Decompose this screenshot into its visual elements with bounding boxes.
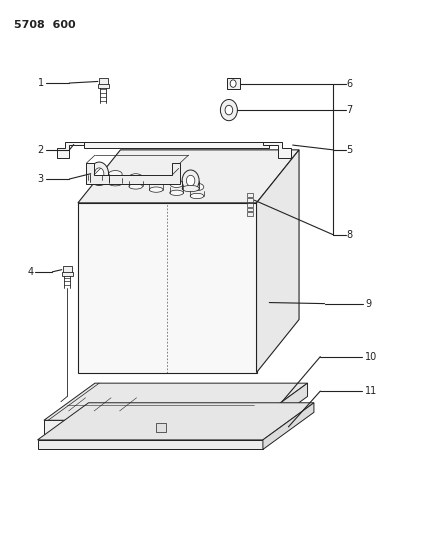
Text: 2: 2: [38, 145, 44, 155]
Circle shape: [186, 175, 195, 186]
Text: 1: 1: [38, 78, 44, 88]
Ellipse shape: [149, 177, 163, 184]
Ellipse shape: [88, 177, 102, 183]
Polygon shape: [56, 142, 84, 158]
Text: 4: 4: [27, 267, 33, 277]
Ellipse shape: [109, 181, 122, 186]
Polygon shape: [38, 440, 263, 449]
Circle shape: [90, 162, 109, 185]
Ellipse shape: [129, 184, 143, 189]
Text: 7: 7: [347, 105, 353, 115]
Polygon shape: [263, 403, 314, 449]
Text: 6: 6: [347, 78, 353, 88]
Bar: [227, 78, 240, 89]
Ellipse shape: [149, 187, 163, 192]
Ellipse shape: [88, 167, 102, 175]
Polygon shape: [263, 142, 291, 158]
Polygon shape: [78, 203, 256, 373]
Text: 3: 3: [38, 174, 44, 184]
Ellipse shape: [190, 183, 204, 191]
Circle shape: [230, 80, 236, 87]
Ellipse shape: [90, 178, 109, 185]
Polygon shape: [256, 383, 308, 433]
Circle shape: [225, 106, 233, 115]
Polygon shape: [78, 150, 299, 203]
Polygon shape: [256, 150, 299, 373]
Ellipse shape: [129, 174, 143, 181]
Bar: [247, 193, 253, 197]
Polygon shape: [38, 403, 314, 440]
Bar: [247, 203, 253, 207]
Bar: [98, 84, 109, 88]
Bar: [156, 423, 166, 432]
Bar: [247, 208, 253, 212]
Ellipse shape: [190, 193, 204, 199]
Text: 10: 10: [365, 352, 377, 361]
Ellipse shape: [170, 180, 183, 188]
Ellipse shape: [109, 171, 122, 178]
Text: 5: 5: [347, 145, 353, 155]
Bar: [247, 213, 253, 216]
Circle shape: [182, 170, 199, 191]
Circle shape: [95, 168, 104, 180]
Bar: [62, 272, 73, 276]
Text: 8: 8: [347, 230, 353, 240]
Text: 9: 9: [365, 298, 371, 309]
Polygon shape: [44, 420, 256, 433]
Circle shape: [220, 100, 238, 120]
Bar: [247, 198, 253, 202]
Bar: [99, 78, 108, 85]
Bar: [63, 266, 71, 273]
Text: 11: 11: [365, 386, 377, 396]
Polygon shape: [86, 163, 180, 184]
Polygon shape: [84, 142, 269, 148]
Ellipse shape: [182, 185, 199, 192]
Polygon shape: [44, 383, 308, 420]
Text: 5708  600: 5708 600: [14, 20, 76, 30]
Ellipse shape: [170, 190, 183, 196]
